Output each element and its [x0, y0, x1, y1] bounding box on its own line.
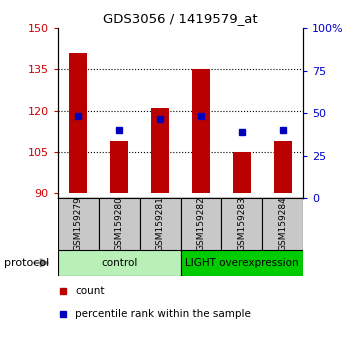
Text: LIGHT overexpression: LIGHT overexpression [185, 258, 299, 268]
Bar [274, 141, 292, 193]
Bar [69, 53, 87, 193]
Bar [221, 198, 262, 250]
Bar [140, 198, 180, 250]
Bar [232, 152, 251, 193]
Bar [180, 198, 221, 250]
Text: control: control [101, 258, 137, 268]
Bar [99, 198, 140, 250]
Bar [262, 198, 303, 250]
Text: GSM159279: GSM159279 [74, 196, 83, 251]
Text: count: count [75, 286, 104, 296]
Bar [110, 141, 129, 193]
Bar [58, 198, 99, 250]
Text: GSM159284: GSM159284 [278, 196, 287, 251]
Bar [192, 69, 210, 193]
Text: GSM159280: GSM159280 [115, 196, 123, 251]
Bar [58, 250, 180, 276]
Text: GDS3056 / 1419579_at: GDS3056 / 1419579_at [103, 12, 258, 25]
Text: GSM159282: GSM159282 [196, 196, 205, 251]
Text: GSM159283: GSM159283 [238, 196, 246, 251]
Bar [151, 108, 169, 193]
Text: GSM159281: GSM159281 [156, 196, 165, 251]
Text: percentile rank within the sample: percentile rank within the sample [75, 309, 251, 319]
Bar [180, 250, 303, 276]
Text: protocol: protocol [4, 258, 49, 268]
